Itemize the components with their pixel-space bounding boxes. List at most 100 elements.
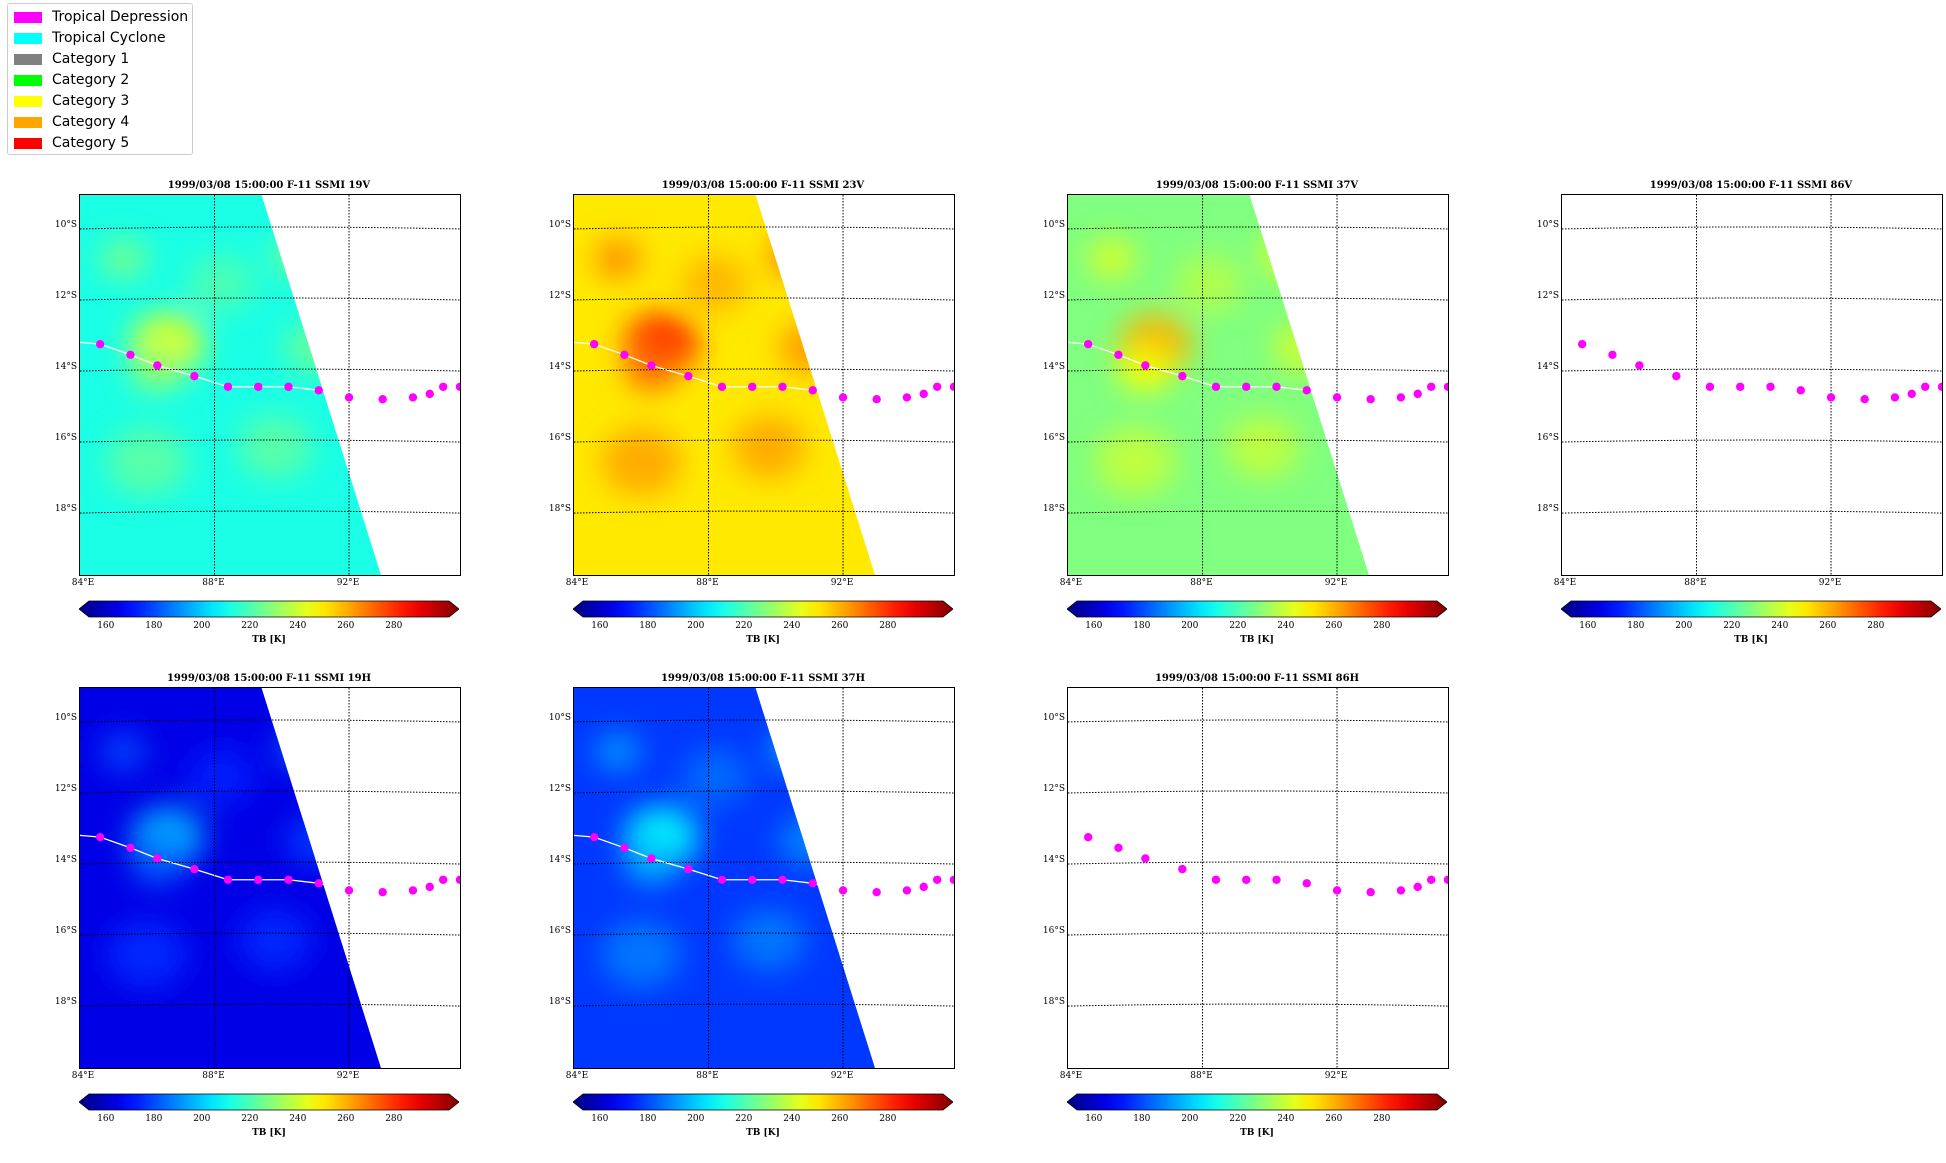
latitude-gridline [80,439,460,443]
colorbar-tick-label: 200 [1675,621,1693,631]
storm-track-line [80,341,350,399]
colorbar [1561,600,1941,618]
colorbar-tick-label: 280 [385,621,403,631]
storm-track-point [748,382,757,391]
colorbar-tick-label: 200 [687,621,705,631]
storm-track-point [717,382,727,391]
latitude-gridline [1068,226,1448,230]
storm-track-point [254,875,263,884]
latitude-gridline [80,932,460,936]
storm-track-point [684,371,693,381]
latitude-gridline [1068,439,1448,443]
tb-anomaly [238,415,313,479]
storm-track-point [1272,382,1281,391]
tb-anomaly [106,427,188,496]
tb-anomaly [600,427,682,496]
storm-track-point [1396,393,1406,402]
colorbar [1067,1093,1447,1111]
storm-track-point [949,382,954,391]
latitude-gridline [1068,510,1448,514]
storm-track-point [717,875,727,884]
panel-title: 1999/03/08 15:00:00 F-11 SSMI 37V [1155,180,1359,191]
longitude-label: 92°E [336,578,360,588]
colorbar-label: TB [K] [1240,635,1274,645]
map-panel: 1999/03/08 15:00:00 F-11 SSMI 37V 10°S 12°… [988,180,1478,670]
colorbar-tick-label: 220 [735,621,753,631]
storm-track-point [1920,382,1930,391]
legend-swatch [14,74,42,86]
colorbar-label: TB [K] [1734,635,1768,645]
longitude-label: 92°E [1324,578,1348,588]
storm-track-point [1178,864,1187,874]
legend-swatch [14,53,42,65]
latitude-gridline [1562,439,1942,443]
latitude-gridline [1562,297,1942,301]
legend-swatch [14,116,42,128]
storm-track-point [1443,382,1448,391]
storm-track-point [838,886,848,895]
storm-track-point [1413,882,1422,892]
colorbar [79,600,459,618]
storm-track-point [1766,382,1775,391]
storm-track-point [344,886,354,895]
colorbar-tick-label: 240 [1277,621,1295,631]
longitude-label: 88°E [202,578,225,588]
legend-swatch [14,95,42,107]
storm-track-point [778,875,787,884]
tb-anomaly [779,815,840,867]
tb-anomaly [732,415,807,479]
latitude-gridline [80,861,460,865]
map-svg [80,195,460,575]
panel-title: 1999/03/08 15:00:00 F-11 SSMI 37H [660,673,866,684]
tb-anomaly [285,815,346,867]
map-svg [574,195,954,575]
panel-title: 1999/03/08 15:00:00 F-11 SSMI 19H [166,673,372,684]
longitude-label: 88°E [1190,1071,1213,1081]
latitude-gridline [1068,1003,1448,1007]
storm-track-point [1796,386,1805,395]
colorbar-tick-label: 280 [879,621,897,631]
colorbar-tick-label: 260 [831,621,849,631]
latitude-label: 16°S [54,926,77,937]
latitude-label: 18°S [1042,504,1065,515]
storm-track-point [902,393,912,402]
storm-track-point [153,854,162,863]
storm-track-point [378,888,387,897]
storm-track-point [1114,843,1123,853]
tb-anomaly [1226,415,1301,479]
map-svg [574,688,954,1068]
latitude-gridline [1562,226,1942,230]
storm-track-point [620,350,629,360]
colorbar-label: TB [K] [1240,1128,1274,1138]
storm-track-point [408,886,418,895]
map-svg [1562,195,1942,575]
map-panel: 1999/03/08 15:00:00 F-11 SSMI 19V 10°S 12°… [0,180,490,670]
storm-track-line [1068,341,1338,399]
storm-track-point [254,382,263,391]
storm-track-point [1211,382,1221,391]
tb-anomaly [769,725,823,772]
latitude-label: 18°S [1536,504,1559,515]
storm-track-point [1672,371,1681,381]
latitude-label: 10°S [54,712,77,723]
longitude-label: 84°E [71,578,95,588]
latitude-label: 16°S [1042,433,1065,444]
latitude-label: 18°S [54,997,77,1008]
latitude-label: 12°S [1042,783,1065,794]
latitude-label: 10°S [1042,219,1065,230]
latitude-gridline [1068,368,1448,372]
storm-track-point [1608,350,1617,360]
storm-track-point [1396,886,1406,895]
panel-title: 1999/03/08 15:00:00 F-11 SSMI 86H [1154,673,1360,684]
colorbar-tick-label: 260 [337,1114,355,1124]
storm-track-point [1332,886,1342,895]
storm-track-point [1577,339,1587,349]
latitude-gridline [574,226,954,230]
storm-track-point [1272,875,1281,884]
latitude-gridline [80,297,460,301]
tb-anomaly [1175,255,1243,313]
storm-track-point [872,888,881,897]
colorbar-tick-label: 200 [687,1114,705,1124]
latitude-gridline [574,861,954,865]
map-area [1067,687,1449,1069]
